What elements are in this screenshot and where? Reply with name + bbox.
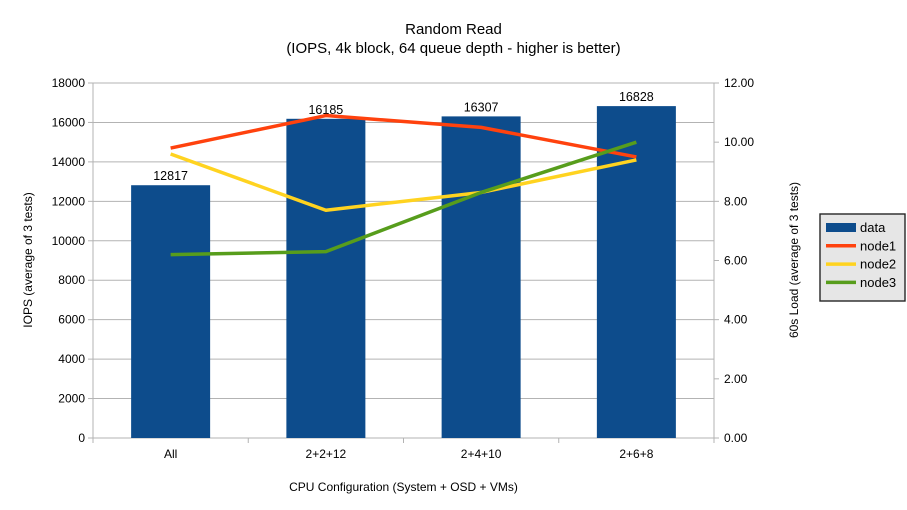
right-axis-tick-label: 4.00 bbox=[724, 313, 748, 327]
legend-label-node2: node2 bbox=[860, 257, 896, 272]
left-axis-tick-label: 0 bbox=[78, 431, 85, 445]
bar-value-label: 12817 bbox=[153, 169, 188, 183]
category-label: 2+4+10 bbox=[461, 447, 502, 461]
bar-value-label: 16185 bbox=[308, 103, 343, 117]
bar-value-label: 16828 bbox=[619, 90, 654, 104]
left-axis-tick-label: 8000 bbox=[58, 273, 85, 287]
bar-value-label: 16307 bbox=[464, 100, 499, 114]
left-axis-tick-label: 4000 bbox=[58, 352, 85, 366]
right-axis-tick-label: 10.00 bbox=[724, 135, 754, 149]
chart-title: Random Read bbox=[405, 21, 502, 38]
bar bbox=[441, 116, 521, 439]
bar bbox=[131, 185, 211, 438]
right-axis-tick-label: 0.00 bbox=[724, 431, 748, 445]
legend-label-node1: node1 bbox=[860, 238, 896, 253]
series-line-node2 bbox=[170, 152, 637, 212]
left-axis-tick-label: 10000 bbox=[52, 234, 86, 248]
category-label: All bbox=[164, 447, 177, 461]
category-label: 2+6+8 bbox=[619, 447, 653, 461]
left-axis-tick-label: 14000 bbox=[52, 155, 86, 169]
chart-subtitle: (IOPS, 4k block, 64 queue depth - higher… bbox=[286, 40, 621, 57]
legend-label-data: data bbox=[860, 220, 886, 235]
right-axis-tick-label: 8.00 bbox=[724, 194, 748, 208]
legend-swatch-data bbox=[826, 223, 856, 232]
right-axis-tick-label: 6.00 bbox=[724, 254, 748, 268]
legend-label-node3: node3 bbox=[860, 275, 896, 290]
left-axis-tick-label: 12000 bbox=[52, 194, 86, 208]
right-axis-tick-label: 2.00 bbox=[724, 372, 748, 386]
left-axis-tick-label: 6000 bbox=[58, 313, 85, 327]
series-line-node1 bbox=[170, 113, 637, 159]
category-label: 2+2+12 bbox=[306, 447, 347, 461]
left-axis-tick-label: 2000 bbox=[58, 392, 85, 406]
x-axis-title: CPU Configuration (System + OSD + VMs) bbox=[289, 480, 518, 494]
left-axis-tick-label: 18000 bbox=[52, 76, 86, 90]
bar bbox=[286, 118, 366, 438]
series-line-node3 bbox=[170, 140, 637, 257]
right-axis-tick-label: 12.00 bbox=[724, 76, 754, 90]
left-axis-tick-label: 16000 bbox=[52, 115, 86, 129]
